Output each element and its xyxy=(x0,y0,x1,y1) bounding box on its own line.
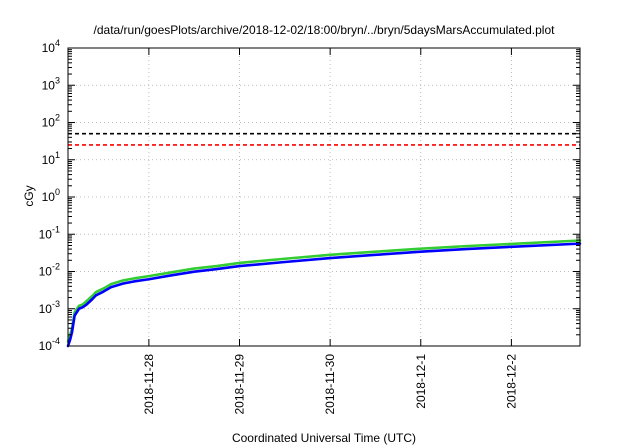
y-tick-label: 10-3 xyxy=(39,299,60,316)
x-axis-label: Coordinated Universal Time (UTC) xyxy=(232,431,416,445)
y-tick-label: 101 xyxy=(42,150,60,167)
y-tick-label: 103 xyxy=(42,75,60,92)
x-tick-label: 2018-11-28 xyxy=(142,354,156,415)
grid xyxy=(68,48,580,346)
y-tick-base: 10 xyxy=(39,227,53,241)
y-tick-base: 10 xyxy=(42,153,56,167)
y-tick-base: 10 xyxy=(42,190,56,204)
x-tick-label: 2018-12-1 xyxy=(414,354,428,409)
y-tick-exponent: 4 xyxy=(55,38,60,48)
x-tick-label: 2018-12-2 xyxy=(504,354,518,409)
y-axis-label: cGy xyxy=(22,185,36,206)
y-tick-exponent: 3 xyxy=(55,75,60,85)
y-tick-base: 10 xyxy=(39,339,53,353)
x-ticks: 2018-11-28 2018-11-29 2018-11-30 2018-12-1 2… xyxy=(142,48,518,415)
y-tick-label: 104 xyxy=(42,38,60,55)
x-tick-label: 2018-11-29 xyxy=(233,354,247,415)
series-group xyxy=(66,239,582,348)
y-tick-label: 10-4 xyxy=(39,336,60,353)
y-tick-base: 10 xyxy=(42,78,56,92)
y-tick-exponent: 1 xyxy=(55,150,60,160)
reference-lines xyxy=(68,132,580,146)
y-tick-base: 10 xyxy=(39,302,53,316)
y-tick-label: 102 xyxy=(42,113,60,130)
y-tick-base: 10 xyxy=(39,265,53,279)
y-tick-exponent: 0 xyxy=(55,187,60,197)
x-tick-label: 2018-11-30 xyxy=(323,354,337,415)
y-tick-base: 10 xyxy=(42,116,56,130)
plot-frame xyxy=(67,47,581,347)
y-tick-exponent: -4 xyxy=(52,336,60,346)
y-tick-exponent: -2 xyxy=(52,262,60,272)
y-tick-exponent: 2 xyxy=(55,113,60,123)
y-tick-label: 10-1 xyxy=(39,224,60,241)
series-line-2 xyxy=(66,242,582,348)
series-line-1 xyxy=(66,239,582,344)
y-tick-label: 10-2 xyxy=(39,262,60,279)
y-tick-label: 100 xyxy=(42,187,60,204)
y-tick-exponent: -3 xyxy=(52,299,60,309)
y-tick-exponent: -1 xyxy=(52,224,60,234)
y-tick-base: 10 xyxy=(42,41,56,55)
chart-title: /data/run/goesPlots/archive/2018-12-02/1… xyxy=(94,23,556,37)
